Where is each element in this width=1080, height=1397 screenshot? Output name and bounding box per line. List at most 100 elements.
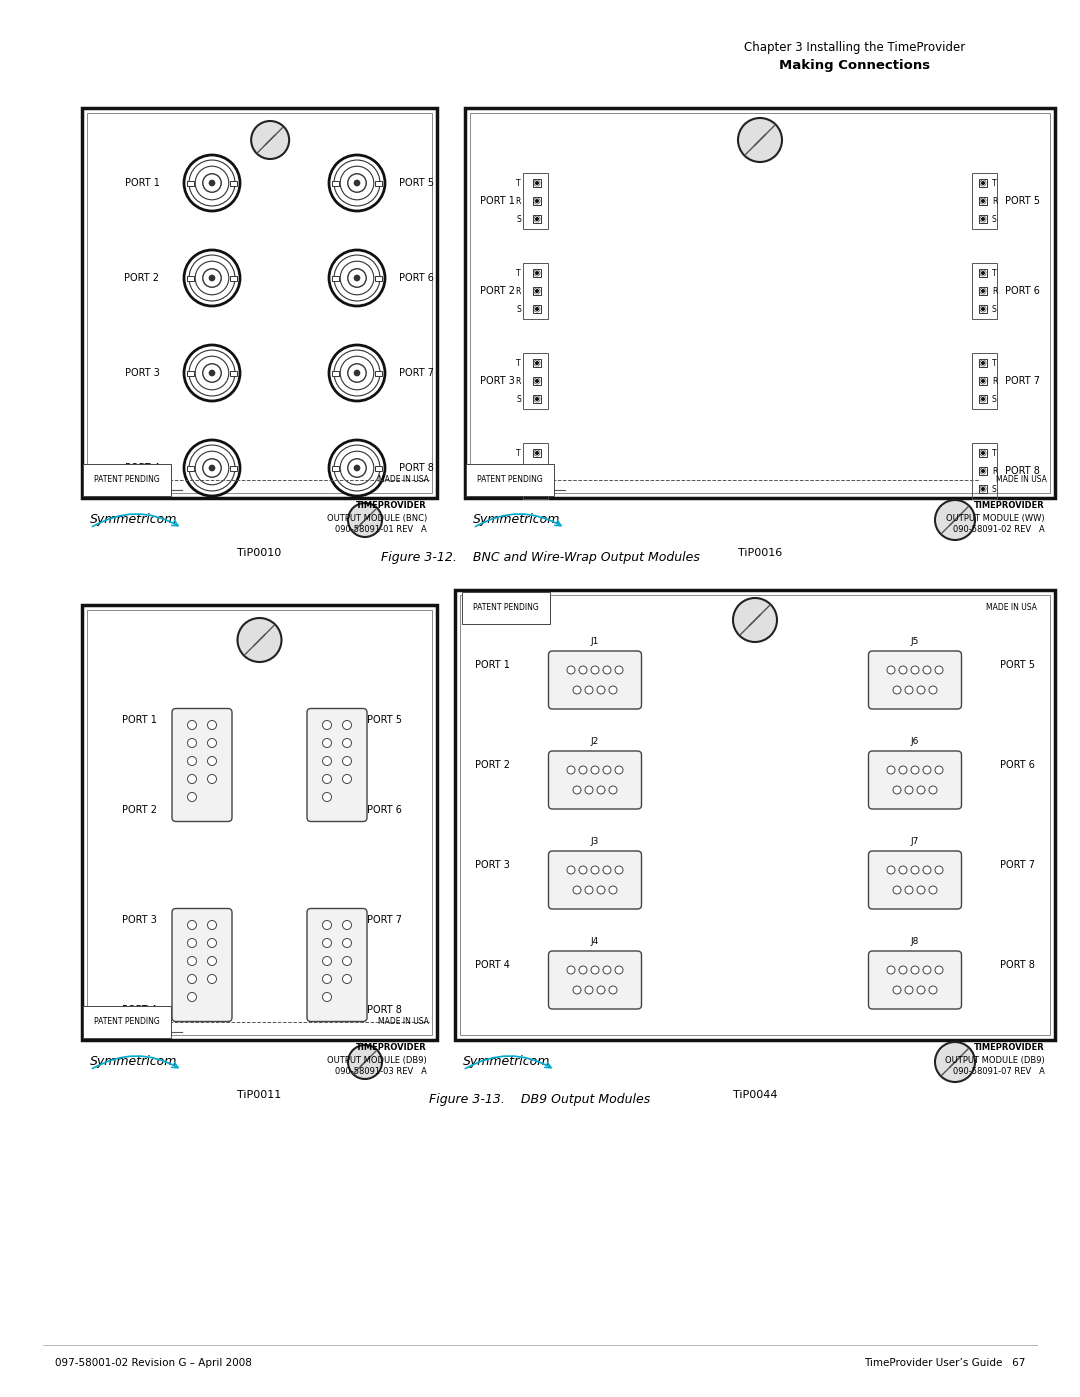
Circle shape [923,766,931,774]
Circle shape [981,379,985,383]
Bar [534,448,541,457]
Circle shape [899,666,907,673]
FancyBboxPatch shape [549,851,642,909]
Text: 090-58091-01 REV   A: 090-58091-01 REV A [335,525,427,535]
Circle shape [917,686,924,694]
Text: PORT 2: PORT 2 [122,805,157,814]
Circle shape [591,866,599,875]
Circle shape [603,965,611,974]
Circle shape [929,986,937,995]
Circle shape [188,757,197,766]
Text: Making Connections: Making Connections [780,60,931,73]
Circle shape [207,975,216,983]
Circle shape [615,965,623,974]
Text: PORT 5: PORT 5 [367,715,402,725]
Circle shape [929,686,937,694]
Circle shape [981,451,985,455]
Circle shape [342,721,351,729]
Bar [978,305,987,313]
Circle shape [323,939,332,947]
Circle shape [609,886,617,894]
Text: T: T [993,359,997,367]
Circle shape [923,866,931,875]
Circle shape [981,289,985,293]
Circle shape [733,598,777,643]
Text: PORT 5: PORT 5 [1000,659,1035,671]
Bar [534,467,541,475]
Circle shape [323,921,332,929]
Circle shape [184,155,240,211]
Text: S: S [993,215,997,224]
Circle shape [188,739,197,747]
Text: S: S [516,305,521,313]
Bar [534,395,541,402]
Circle shape [615,766,623,774]
Text: PORT 4: PORT 4 [124,462,160,474]
Circle shape [899,965,907,974]
Circle shape [935,500,975,541]
Bar [455,590,1055,1039]
Text: PORT 6: PORT 6 [1000,760,1035,770]
Circle shape [917,886,924,894]
Text: PORT 2: PORT 2 [480,286,515,296]
FancyBboxPatch shape [868,752,961,809]
Circle shape [323,721,332,729]
Text: PATENT PENDING: PATENT PENDING [94,475,160,485]
Bar [534,215,541,224]
Circle shape [981,488,985,490]
Text: 090-58091-07 REV   A: 090-58091-07 REV A [954,1067,1045,1077]
Circle shape [738,117,782,162]
Circle shape [573,886,581,894]
Circle shape [893,986,901,995]
Circle shape [188,939,197,947]
Circle shape [188,721,197,729]
Bar [187,465,194,471]
Text: R: R [993,467,997,475]
Circle shape [535,360,539,365]
Text: S: S [516,215,521,224]
Text: PORT 3: PORT 3 [124,367,160,379]
Circle shape [929,886,937,894]
Bar [230,275,237,281]
Text: PORT 6: PORT 6 [367,805,402,814]
Bar [972,353,997,409]
Bar [972,443,997,499]
Text: T: T [516,268,521,278]
Circle shape [887,666,895,673]
Circle shape [535,469,539,474]
FancyBboxPatch shape [172,708,232,821]
Text: J8: J8 [910,937,919,947]
Circle shape [591,965,599,974]
Circle shape [535,198,539,203]
FancyBboxPatch shape [307,908,367,1021]
Circle shape [935,666,943,673]
Circle shape [353,465,361,471]
Text: 090-58091-02 REV   A: 090-58091-02 REV A [954,525,1045,535]
Circle shape [567,866,575,875]
Bar [972,173,997,229]
Text: R: R [993,286,997,296]
Text: T: T [516,359,521,367]
Circle shape [323,992,332,1002]
Circle shape [184,250,240,306]
Bar [187,180,194,186]
Text: PORT 5: PORT 5 [399,177,434,189]
Text: J7: J7 [910,837,919,847]
Circle shape [535,271,539,275]
Text: T: T [516,179,521,187]
Circle shape [912,766,919,774]
Circle shape [579,766,588,774]
Text: J1: J1 [591,637,599,647]
Circle shape [579,666,588,673]
Circle shape [207,774,216,784]
Circle shape [184,440,240,496]
Text: T: T [516,448,521,457]
Text: PORT 8: PORT 8 [367,1004,402,1016]
Circle shape [535,182,539,184]
Circle shape [912,666,919,673]
Bar [978,286,987,295]
Text: S: S [993,485,997,493]
Circle shape [981,469,985,474]
Text: PORT 3: PORT 3 [480,376,515,386]
Text: Symmetricom: Symmetricom [90,1056,177,1069]
